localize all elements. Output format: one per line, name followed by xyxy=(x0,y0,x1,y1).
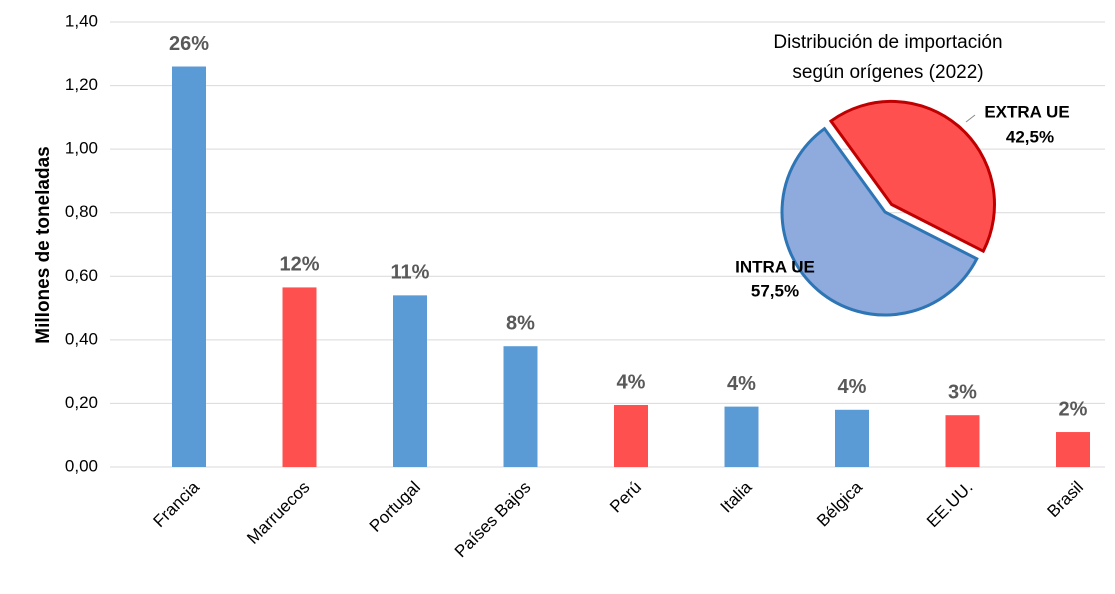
x-tick-label: Marruecos xyxy=(243,478,313,548)
y-tick-label: 0,00 xyxy=(65,456,98,475)
bar xyxy=(835,409,869,467)
pie-title: según orígenes (2022) xyxy=(792,62,983,83)
x-tick-label: Italia xyxy=(717,477,756,516)
bar xyxy=(393,295,427,467)
y-tick-label: 0,20 xyxy=(65,393,98,412)
x-tick-label: Países Bajos xyxy=(451,478,535,562)
y-tick-label: 0,80 xyxy=(65,202,98,221)
pie-slice xyxy=(780,126,979,317)
bar-label: 12% xyxy=(279,254,319,276)
pie-slice xyxy=(828,99,996,254)
pie-category-label: INTRA UE xyxy=(735,257,815,276)
y-tick-label: 0,60 xyxy=(65,266,98,285)
bar-label: 4% xyxy=(727,373,756,395)
bar-label: 2% xyxy=(1059,398,1088,420)
bar-label: 8% xyxy=(506,312,535,334)
x-tick-label: Brasil xyxy=(1044,478,1087,521)
leader-line xyxy=(965,114,976,123)
x-tick-label: Bélgica xyxy=(813,477,866,530)
x-tick-label: Portugal xyxy=(366,478,424,536)
bar xyxy=(614,405,648,467)
bar xyxy=(282,287,317,467)
y-tick-label: 1,20 xyxy=(65,75,98,94)
bar xyxy=(172,66,206,467)
pie-value-label: 42,5% xyxy=(1006,127,1054,146)
y-axis-label: Millones de toneladas xyxy=(33,146,54,343)
pie-category-label: EXTRA UE xyxy=(984,102,1069,121)
bar xyxy=(724,406,759,467)
bar xyxy=(1056,432,1090,467)
pie-value-label: 57,5% xyxy=(751,281,799,300)
bar xyxy=(503,346,538,467)
y-tick-label: 0,40 xyxy=(65,329,98,348)
x-tick-label: Perú xyxy=(606,478,645,517)
y-tick-label: 1,00 xyxy=(65,139,98,158)
x-tick-label: EE.UU. xyxy=(923,478,977,532)
y-tick-label: 1,40 xyxy=(65,11,98,30)
x-tick-label: Francia xyxy=(149,477,203,531)
bar-label: 11% xyxy=(391,262,430,284)
bar-label: 3% xyxy=(948,381,977,403)
bar-label: 26% xyxy=(169,33,209,55)
pie-title: Distribución de importación xyxy=(773,32,1002,53)
bar-label: 4% xyxy=(838,376,867,398)
bar xyxy=(945,415,980,467)
bar-label: 4% xyxy=(617,371,646,393)
